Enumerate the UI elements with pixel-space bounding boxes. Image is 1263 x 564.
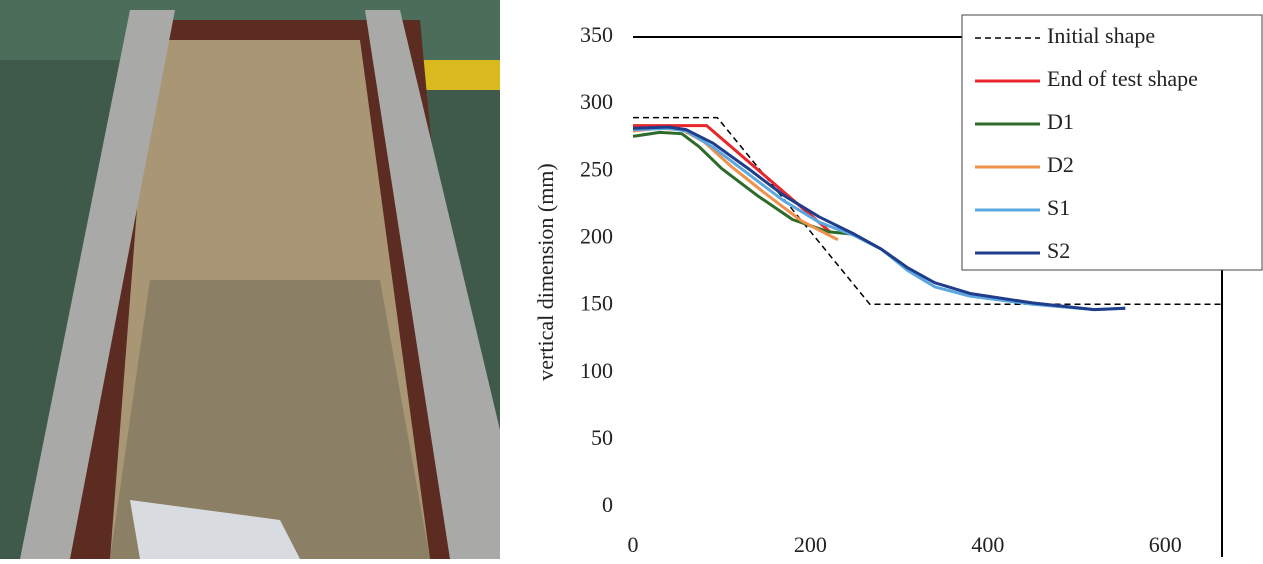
y-tick-label: 250 (580, 156, 613, 181)
y-tick-label: 0 (602, 492, 613, 517)
x-tick-label: 400 (971, 532, 1004, 557)
legend-box (961, 14, 1263, 271)
y-tick-label: 150 (580, 291, 613, 316)
legend-label: S2 (1047, 238, 1070, 263)
plot: 0 50 100 150 200 250 300 350 0 200 400 600 Initial s… (580, 14, 1263, 557)
y-tick-label: 300 (580, 89, 613, 114)
photo (0, 0, 500, 559)
legend: Initial shape End of test shape D1 D2 S1 S2 (961, 14, 1263, 271)
x-tick-label: 600 (1149, 532, 1182, 557)
y-tick-label: 350 (580, 22, 613, 47)
legend-label: S1 (1047, 195, 1070, 220)
legend-label: D1 (1047, 109, 1074, 134)
x-tick-label: 0 (628, 532, 639, 557)
data-line (632, 125, 1126, 312)
y-tick-label: 50 (591, 425, 613, 450)
y-tick-label: 100 (580, 358, 613, 383)
legend-label: Initial shape (1047, 23, 1155, 48)
x-tick-label: 200 (794, 532, 827, 557)
data-line (632, 126, 839, 242)
legend-label: End of test shape (1047, 66, 1198, 91)
legend-label: D2 (1047, 152, 1074, 177)
y-tick-label: 200 (580, 223, 613, 248)
y-axis-label: vertical dimension (mm) (533, 163, 558, 381)
